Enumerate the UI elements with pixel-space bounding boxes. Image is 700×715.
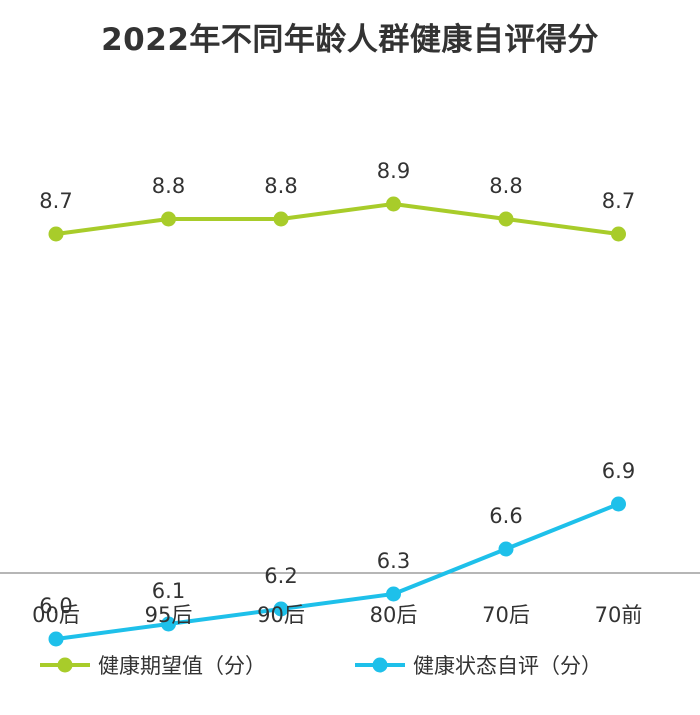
legend-label: 健康状态自评（分） [413,654,602,678]
series-2-point [48,631,64,647]
data-label: 6.6 [489,504,522,528]
series-1: 8.7 8.8 8.8 8.9 8.8 8.7 [39,159,635,242]
x-tick-label: 00后 [32,603,80,627]
legend-item-2: 健康状态自评（分） [355,654,602,678]
series-1-point [48,226,64,242]
series-2: 6.0 6.1 6.2 6.3 6.6 6.9 [39,459,635,647]
legend-label: 健康期望值（分） [98,654,266,678]
data-label: 6.2 [264,564,297,588]
series-layer: 8.7 8.8 8.8 8.9 8.8 8.7 6.0 6.1 6.2 6.3 6.6 6.9 [39,159,635,647]
series-1-point [611,226,626,242]
x-tick-label: 95后 [145,603,193,627]
series-1-point [161,211,176,227]
chart-title: 2022年不同年龄人群健康自评得分 [101,22,599,58]
series-2-point [273,601,289,617]
data-label: 6.3 [377,549,410,573]
x-tick-labels: 00后 95后 90后 80后 70后 70前 [32,603,642,627]
series-2-point [498,541,514,557]
x-tick-label: 90后 [257,603,305,627]
x-tick-label: 70前 [595,603,643,627]
series-1-point [273,211,289,227]
data-label: 8.8 [489,174,522,198]
x-tick-label: 80后 [370,603,418,627]
data-label: 8.8 [152,174,185,198]
series-2-line [54,502,621,641]
data-label: 6.1 [152,579,185,603]
series-1-line [54,202,621,236]
legend-marker [57,657,73,673]
data-label: 8.8 [264,174,297,198]
data-label: 6.0 [39,594,72,618]
legend: 健康期望值（分） 健康状态自评（分） [40,654,602,678]
legend-marker [372,657,388,673]
series-2-point [161,616,176,632]
data-label: 6.9 [602,459,635,483]
series-1-point [386,196,401,212]
series-2-point [386,586,401,602]
data-label: 8.9 [377,159,410,183]
series-2-point [611,496,626,512]
legend-item-1: 健康期望值（分） [40,654,266,678]
x-tick-label: 70后 [482,603,530,627]
data-label: 8.7 [602,189,635,213]
series-1-point [498,211,514,227]
data-label: 8.7 [39,189,72,213]
